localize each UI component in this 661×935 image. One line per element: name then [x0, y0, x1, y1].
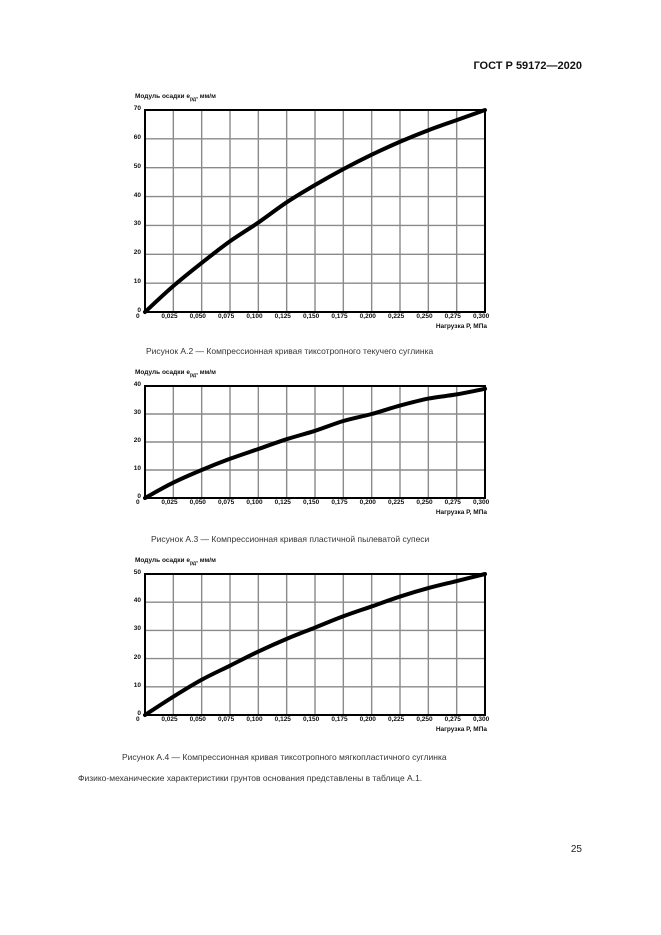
x-tick-label: 0,125 — [274, 716, 291, 723]
x-tick-label: 0,050 — [189, 716, 206, 723]
compression-curve — [143, 108, 487, 314]
x-tick-label: 0,250 — [416, 499, 433, 506]
x-tick-label: 0,275 — [444, 499, 461, 506]
plot-frame — [144, 385, 486, 499]
chart-figure-a4: 0 10 20 30 40 50 0 0,025 0,050 0,075 0,100 0,125 0,1… — [134, 569, 490, 733]
y-axis-label-unit: , мм/м — [196, 557, 216, 564]
x-axis-label: Нагрузка P, МПа — [435, 323, 487, 330]
x-axis-label: Нагрузка P, МПа — [435, 726, 487, 733]
y-axis-label-main: Модуль осадки e — [135, 93, 190, 100]
body-paragraph: Физико-механические характеристики грунт… — [78, 773, 423, 783]
x-tick-label: 0 — [136, 313, 140, 320]
x-tick-label: 0,275 — [444, 716, 461, 723]
y-tick-label: 10 — [133, 278, 141, 286]
x-tick-label: 0,025 — [161, 313, 178, 320]
x-tick-label: 0,150 — [303, 313, 320, 320]
figure-caption: Рисунок А.4 — Компрессионная кривая тикс… — [122, 752, 447, 762]
compression-curve — [143, 572, 487, 717]
x-tick-label: 0,250 — [416, 313, 433, 320]
compression-curve — [143, 386, 487, 500]
y-tick-label: 60 — [133, 133, 141, 141]
x-tick-label: 0,225 — [388, 716, 405, 723]
x-tick-label: 0,100 — [246, 716, 263, 723]
x-tick-label: 0 — [136, 499, 140, 506]
y-axis-label-sub: рд — [189, 560, 197, 567]
page-number: 25 — [570, 844, 582, 855]
y-tick-label: 20 — [133, 653, 141, 661]
x-tick-label: 0,225 — [388, 313, 405, 320]
x-tick-label: 0,050 — [189, 499, 206, 506]
x-tick-label: 0,025 — [161, 716, 178, 723]
y-tick-label: 50 — [133, 162, 141, 170]
x-tick-label: 0,100 — [246, 499, 263, 506]
y-tick-label: 40 — [133, 381, 141, 388]
y-tick-label: 40 — [133, 597, 141, 605]
chart-figure-a3: 0 10 20 30 40 0 0,025 0,050 0,075 0,100 0,125 0,150… — [134, 381, 490, 516]
y-tick-label: 30 — [133, 409, 141, 416]
x-tick-label: 0 — [136, 716, 140, 723]
y-tick-label: 70 — [133, 105, 141, 112]
x-axis-label: Нагрузка P, МПа — [435, 509, 487, 516]
y-axis-label-unit: , мм/м — [196, 93, 216, 100]
plot-area — [143, 385, 487, 500]
y-axis-label-main: Модуль осадки e — [135, 369, 190, 376]
y-tick-label: 0 — [137, 307, 141, 314]
x-tick-label: 0,225 — [388, 499, 405, 506]
y-axis-label-main: Модуль осадки e — [135, 557, 190, 564]
plot-area — [143, 108, 487, 314]
x-tick-label: 0,200 — [359, 716, 376, 723]
x-tick-label: 0,125 — [274, 499, 291, 506]
x-tick-label: 0,300 — [473, 313, 490, 320]
x-tick-label: 0,175 — [331, 716, 348, 723]
x-tick-label: 0,075 — [218, 499, 235, 506]
chart-figure-a2: 0 10 20 30 40 50 60 70 0 0,025 0,050 0,075 0,100 0,12… — [134, 105, 490, 330]
figure-caption: Рисунок А.3 — Компрессионная кривая плас… — [151, 534, 430, 544]
y-tick-label: 10 — [133, 465, 141, 472]
y-tick-label: 40 — [133, 191, 141, 199]
y-axis-label-sub: рд — [189, 96, 197, 103]
x-tick-label: 0,300 — [473, 499, 490, 506]
y-tick-label: 20 — [133, 437, 141, 444]
x-tick-label: 0,275 — [444, 313, 461, 320]
plot-frame — [144, 109, 486, 313]
y-axis-label-sub: рд — [189, 372, 197, 379]
y-tick-label: 30 — [133, 625, 141, 633]
y-axis-label: Модуль осадки eрд, мм/м — [135, 557, 216, 566]
y-tick-label: 0 — [137, 493, 141, 500]
x-tick-label: 0,200 — [359, 313, 376, 320]
x-tick-label: 0,075 — [218, 313, 235, 320]
plot-area — [143, 572, 487, 717]
y-tick-label: 0 — [137, 710, 141, 717]
y-tick-label: 10 — [133, 681, 141, 689]
x-tick-label: 0,150 — [303, 499, 320, 506]
x-tick-label: 0,200 — [359, 499, 376, 506]
plot-frame — [144, 573, 486, 716]
x-tick-label: 0,125 — [274, 313, 291, 320]
y-axis-label: Модуль осадки eрд, мм/м — [135, 93, 216, 102]
figure-caption: Рисунок А.2 — Компрессионная кривая тикс… — [146, 346, 434, 356]
y-tick-label: 20 — [133, 249, 141, 257]
x-tick-label: 0,150 — [303, 716, 320, 723]
y-axis-label-unit: , мм/м — [196, 369, 216, 376]
y-axis-label: Модуль осадки eрд, мм/м — [135, 369, 216, 378]
x-tick-label: 0,075 — [218, 716, 235, 723]
x-tick-label: 0,050 — [189, 313, 206, 320]
x-tick-label: 0,300 — [473, 716, 490, 723]
y-tick-label: 50 — [133, 569, 141, 576]
standard-header: ГОСТ Р 59172—2020 — [473, 60, 582, 72]
x-tick-label: 0,025 — [161, 499, 178, 506]
x-tick-label: 0,250 — [416, 716, 433, 723]
x-tick-label: 0,100 — [246, 313, 263, 320]
y-tick-label: 30 — [133, 220, 141, 228]
x-tick-label: 0,175 — [331, 499, 348, 506]
x-tick-label: 0,175 — [331, 313, 348, 320]
